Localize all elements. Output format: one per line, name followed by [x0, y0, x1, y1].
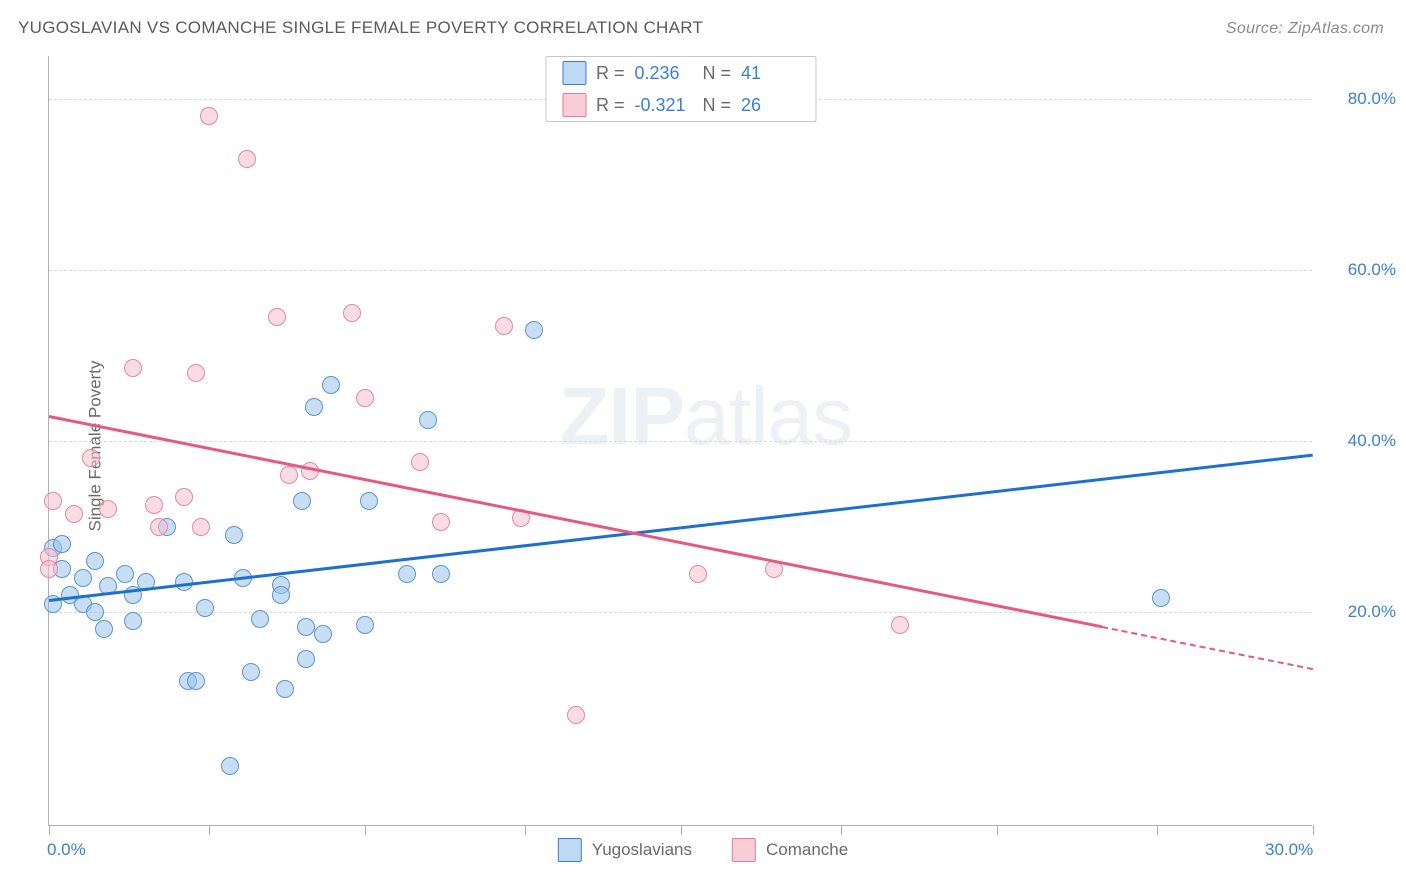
- scatter-point: [356, 616, 374, 634]
- scatter-point: [65, 505, 83, 523]
- x-tick: [681, 825, 682, 835]
- scatter-point: [82, 449, 100, 467]
- x-tick: [1157, 825, 1158, 835]
- x-tick-label: 30.0%: [1265, 840, 1313, 860]
- scatter-point: [99, 500, 117, 518]
- legend-swatch: [558, 838, 582, 862]
- x-tick: [209, 825, 210, 835]
- gridline: [49, 612, 1312, 613]
- scatter-point: [74, 569, 92, 587]
- legend-swatch: [562, 61, 586, 85]
- scatter-point: [432, 513, 450, 531]
- scatter-point: [525, 321, 543, 339]
- scatter-point: [567, 706, 585, 724]
- scatter-point: [116, 565, 134, 583]
- gridline: [49, 270, 1312, 271]
- scatter-point: [689, 565, 707, 583]
- scatter-point: [293, 492, 311, 510]
- source-name: ZipAtlas.com: [1288, 20, 1384, 37]
- scatter-point: [44, 492, 62, 510]
- series-legend: Yugoslavians Comanche: [558, 838, 848, 862]
- scatter-point: [398, 565, 416, 583]
- scatter-point: [187, 672, 205, 690]
- scatter-point: [419, 411, 437, 429]
- scatter-point: [124, 612, 142, 630]
- x-tick: [1313, 825, 1314, 835]
- gridline: [49, 441, 1312, 442]
- source-attribution: Source: ZipAtlas.com: [1226, 18, 1384, 38]
- legend-n-value: 41: [741, 63, 799, 84]
- legend-swatch: [562, 93, 586, 117]
- scatter-point: [95, 620, 113, 638]
- watermark: ZIPatlas: [559, 370, 852, 464]
- x-tick: [365, 825, 366, 835]
- x-tick: [997, 825, 998, 835]
- scatter-point: [1152, 589, 1170, 607]
- scatter-point: [280, 466, 298, 484]
- scatter-plot-area: ZIPatlas R =0.236N =41R =-0.321N =26 20.…: [48, 56, 1312, 826]
- watermark-bold: ZIP: [559, 371, 684, 462]
- y-tick-label: 40.0%: [1320, 431, 1396, 451]
- y-tick-label: 20.0%: [1320, 602, 1396, 622]
- legend-r-value: 0.236: [635, 63, 693, 84]
- x-tick: [841, 825, 842, 835]
- watermark-light: atlas: [684, 371, 852, 462]
- scatter-point: [196, 599, 214, 617]
- legend-row: R = 0.236 N = 41: [546, 57, 815, 89]
- series-legend-label: Yugoslavians: [592, 840, 692, 860]
- legend-n-value: 26: [741, 95, 799, 116]
- scatter-point: [432, 565, 450, 583]
- legend-r-label: R =: [596, 63, 625, 84]
- scatter-point: [891, 616, 909, 634]
- trend-line: [1102, 626, 1313, 670]
- scatter-point: [360, 492, 378, 510]
- scatter-point: [86, 603, 104, 621]
- legend-n-label: N =: [703, 63, 732, 84]
- legend-r-value: -0.321: [635, 95, 693, 116]
- scatter-point: [322, 376, 340, 394]
- scatter-point: [150, 518, 168, 536]
- scatter-point: [242, 663, 260, 681]
- y-tick-label: 60.0%: [1320, 260, 1396, 280]
- x-tick: [525, 825, 526, 835]
- legend-n-label: N =: [703, 95, 732, 116]
- scatter-point: [86, 552, 104, 570]
- scatter-point: [411, 453, 429, 471]
- series-legend-label: Comanche: [766, 840, 848, 860]
- scatter-point: [225, 526, 243, 544]
- scatter-point: [175, 488, 193, 506]
- scatter-point: [314, 625, 332, 643]
- scatter-point: [343, 304, 361, 322]
- x-tick: [49, 825, 50, 835]
- legend-row: R = -0.321 N = 26: [546, 89, 815, 121]
- scatter-point: [305, 398, 323, 416]
- correlation-legend: R = 0.236 N = 41 R = -0.321 N = 26: [545, 56, 816, 122]
- scatter-point: [272, 586, 290, 604]
- scatter-point: [495, 317, 513, 335]
- x-tick-label: 0.0%: [47, 840, 86, 860]
- scatter-point: [187, 364, 205, 382]
- legend-r-label: R =: [596, 95, 625, 116]
- y-tick-label: 80.0%: [1320, 89, 1396, 109]
- legend-swatch: [732, 838, 756, 862]
- scatter-point: [356, 389, 374, 407]
- series-legend-item: Yugoslavians: [558, 838, 692, 862]
- scatter-point: [124, 359, 142, 377]
- scatter-point: [192, 518, 210, 536]
- scatter-point: [40, 560, 58, 578]
- scatter-point: [145, 496, 163, 514]
- source-prefix: Source:: [1226, 20, 1288, 37]
- series-legend-item: Comanche: [732, 838, 848, 862]
- scatter-point: [297, 650, 315, 668]
- scatter-point: [238, 150, 256, 168]
- scatter-point: [251, 610, 269, 628]
- scatter-point: [297, 618, 315, 636]
- scatter-point: [221, 757, 239, 775]
- chart-title: YUGOSLAVIAN VS COMANCHE SINGLE FEMALE PO…: [18, 18, 703, 38]
- scatter-point: [200, 107, 218, 125]
- scatter-point: [268, 308, 286, 326]
- scatter-point: [276, 680, 294, 698]
